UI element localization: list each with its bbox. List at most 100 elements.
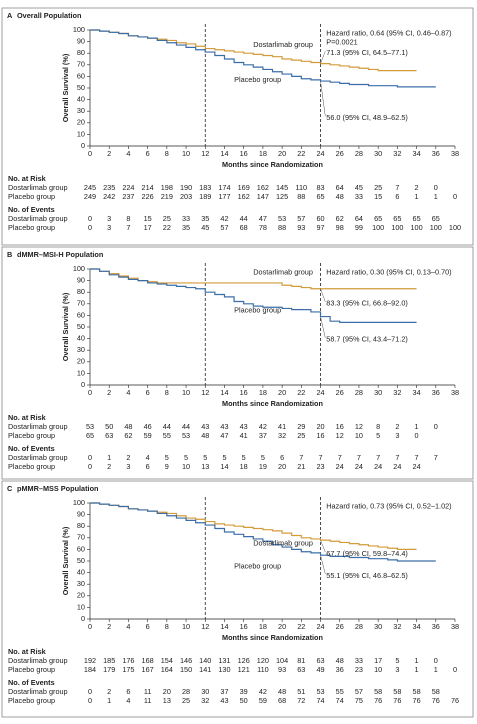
table-cell: 13: [201, 462, 209, 471]
table-cell: 21: [297, 462, 305, 471]
table-cell: 185: [103, 656, 115, 665]
table-cell: 104: [276, 656, 288, 665]
table-cell: 44: [240, 214, 248, 223]
y-tick-label: 100: [73, 25, 85, 34]
table-cell: 184: [84, 665, 96, 674]
table-cell: 2: [415, 183, 419, 192]
table-cell: 7: [395, 183, 399, 192]
y-tick-label: 50: [77, 83, 85, 92]
x-tick-label: 36: [432, 388, 440, 397]
x-tick-label: 10: [182, 149, 190, 158]
y-tick-label: 100: [73, 264, 85, 273]
y-tick-label: 50: [77, 322, 85, 331]
table-cell: 57: [355, 687, 363, 696]
table-cell: 5: [242, 453, 246, 462]
table-cell: 0: [88, 214, 92, 223]
curve-label: Placebo group: [234, 306, 281, 315]
table-cell: 0: [453, 192, 457, 201]
annotation: 58.7 (95% CI, 43.4–71.2): [326, 335, 408, 344]
panel-letter: A: [7, 11, 13, 20]
x-tick-label: 20: [278, 149, 286, 158]
table-cell: 6: [126, 687, 130, 696]
table-cell: 3: [395, 431, 399, 440]
x-tick-label: 0: [88, 622, 92, 631]
table-cell: 44: [182, 422, 190, 431]
x-tick-label: 0: [88, 149, 92, 158]
annotation: 71.3 (95% CI, 64.5–77.1): [326, 48, 408, 57]
table-cell: 25: [297, 431, 305, 440]
table-cell: 8: [126, 214, 130, 223]
x-tick-label: 36: [432, 149, 440, 158]
y-tick-label: 100: [73, 498, 85, 507]
table-cell: 19: [259, 462, 267, 471]
table-cell: 12: [336, 431, 344, 440]
table-cell: 203: [180, 192, 192, 201]
table-cell: 130: [218, 665, 230, 674]
x-tick-label: 26: [336, 149, 344, 158]
table-cell: 100: [372, 223, 384, 232]
table-cell: 7: [126, 223, 130, 232]
y-tick-label: 10: [77, 368, 85, 377]
y-tick-label: 10: [77, 602, 85, 611]
table-row-label: Dostarlimab group: [8, 214, 68, 223]
table-cell: 37: [259, 431, 267, 440]
table-cell: 5: [222, 453, 226, 462]
table-cell: 20: [163, 687, 171, 696]
x-tick-label: 30: [374, 622, 382, 631]
table-cell: 55: [336, 687, 344, 696]
table-cell: 174: [218, 183, 230, 192]
x-tick-label: 8: [165, 149, 169, 158]
table-cell: 97: [316, 223, 324, 232]
curve-label: Dostarlimab group: [253, 539, 313, 548]
table-cell: 249: [84, 192, 96, 201]
annotation: 56.0 (95% CI, 48.9–62.5): [326, 113, 408, 122]
table-cell: 74: [316, 696, 324, 705]
table-cell: 110: [295, 183, 307, 192]
x-tick-label: 38: [451, 622, 459, 631]
table-cell: 25: [374, 183, 382, 192]
x-axis-title: Months since Randomization: [222, 160, 323, 169]
y-tick-label: 40: [77, 334, 85, 343]
annotation: Hazard ratio, 0.64 (95% CI, 0.46–0.87): [326, 28, 451, 37]
table-cell: 35: [182, 223, 190, 232]
annotation: 67.7 (95% CI, 59.8–74.4): [326, 549, 408, 558]
table-cell: 15: [144, 214, 152, 223]
x-tick-label: 12: [201, 622, 209, 631]
table-cell: 1: [415, 422, 419, 431]
y-axis-title: Overall Survival (%): [61, 292, 70, 361]
y-tick-label: 30: [77, 106, 85, 115]
table-cell: 7: [299, 453, 303, 462]
x-tick-label: 36: [432, 622, 440, 631]
table-cell: 24: [336, 462, 344, 471]
x-tick-label: 34: [413, 388, 421, 397]
table-cell: 13: [163, 696, 171, 705]
table-cell: 63: [297, 665, 305, 674]
x-tick-label: 14: [220, 388, 228, 397]
table-cell: 58: [413, 687, 421, 696]
table-cell: 24: [413, 462, 421, 471]
table-title: No. of Events: [8, 678, 55, 687]
table-cell: 53: [86, 422, 94, 431]
table-title: No. of Events: [8, 205, 55, 214]
y-tick-label: 40: [77, 95, 85, 104]
table-cell: 51: [297, 687, 305, 696]
table-cell: 28: [182, 687, 190, 696]
table-cell: 65: [393, 214, 401, 223]
table-cell: 39: [240, 687, 248, 696]
x-tick-label: 10: [182, 388, 190, 397]
x-tick-label: 4: [126, 149, 130, 158]
table-cell: 37: [220, 687, 228, 696]
x-tick-label: 18: [259, 622, 267, 631]
table-cell: 93: [297, 223, 305, 232]
table-cell: 48: [336, 192, 344, 201]
x-tick-label: 0: [88, 388, 92, 397]
y-tick-label: 10: [77, 129, 85, 138]
table-cell: 10: [182, 462, 190, 471]
x-tick-label: 24: [316, 388, 324, 397]
table-cell: 120: [257, 656, 269, 665]
table-cell: 22: [163, 223, 171, 232]
leader-line: [320, 540, 326, 553]
table-cell: 25: [163, 214, 171, 223]
table-cell: 7: [395, 453, 399, 462]
x-tick-label: 34: [413, 622, 421, 631]
